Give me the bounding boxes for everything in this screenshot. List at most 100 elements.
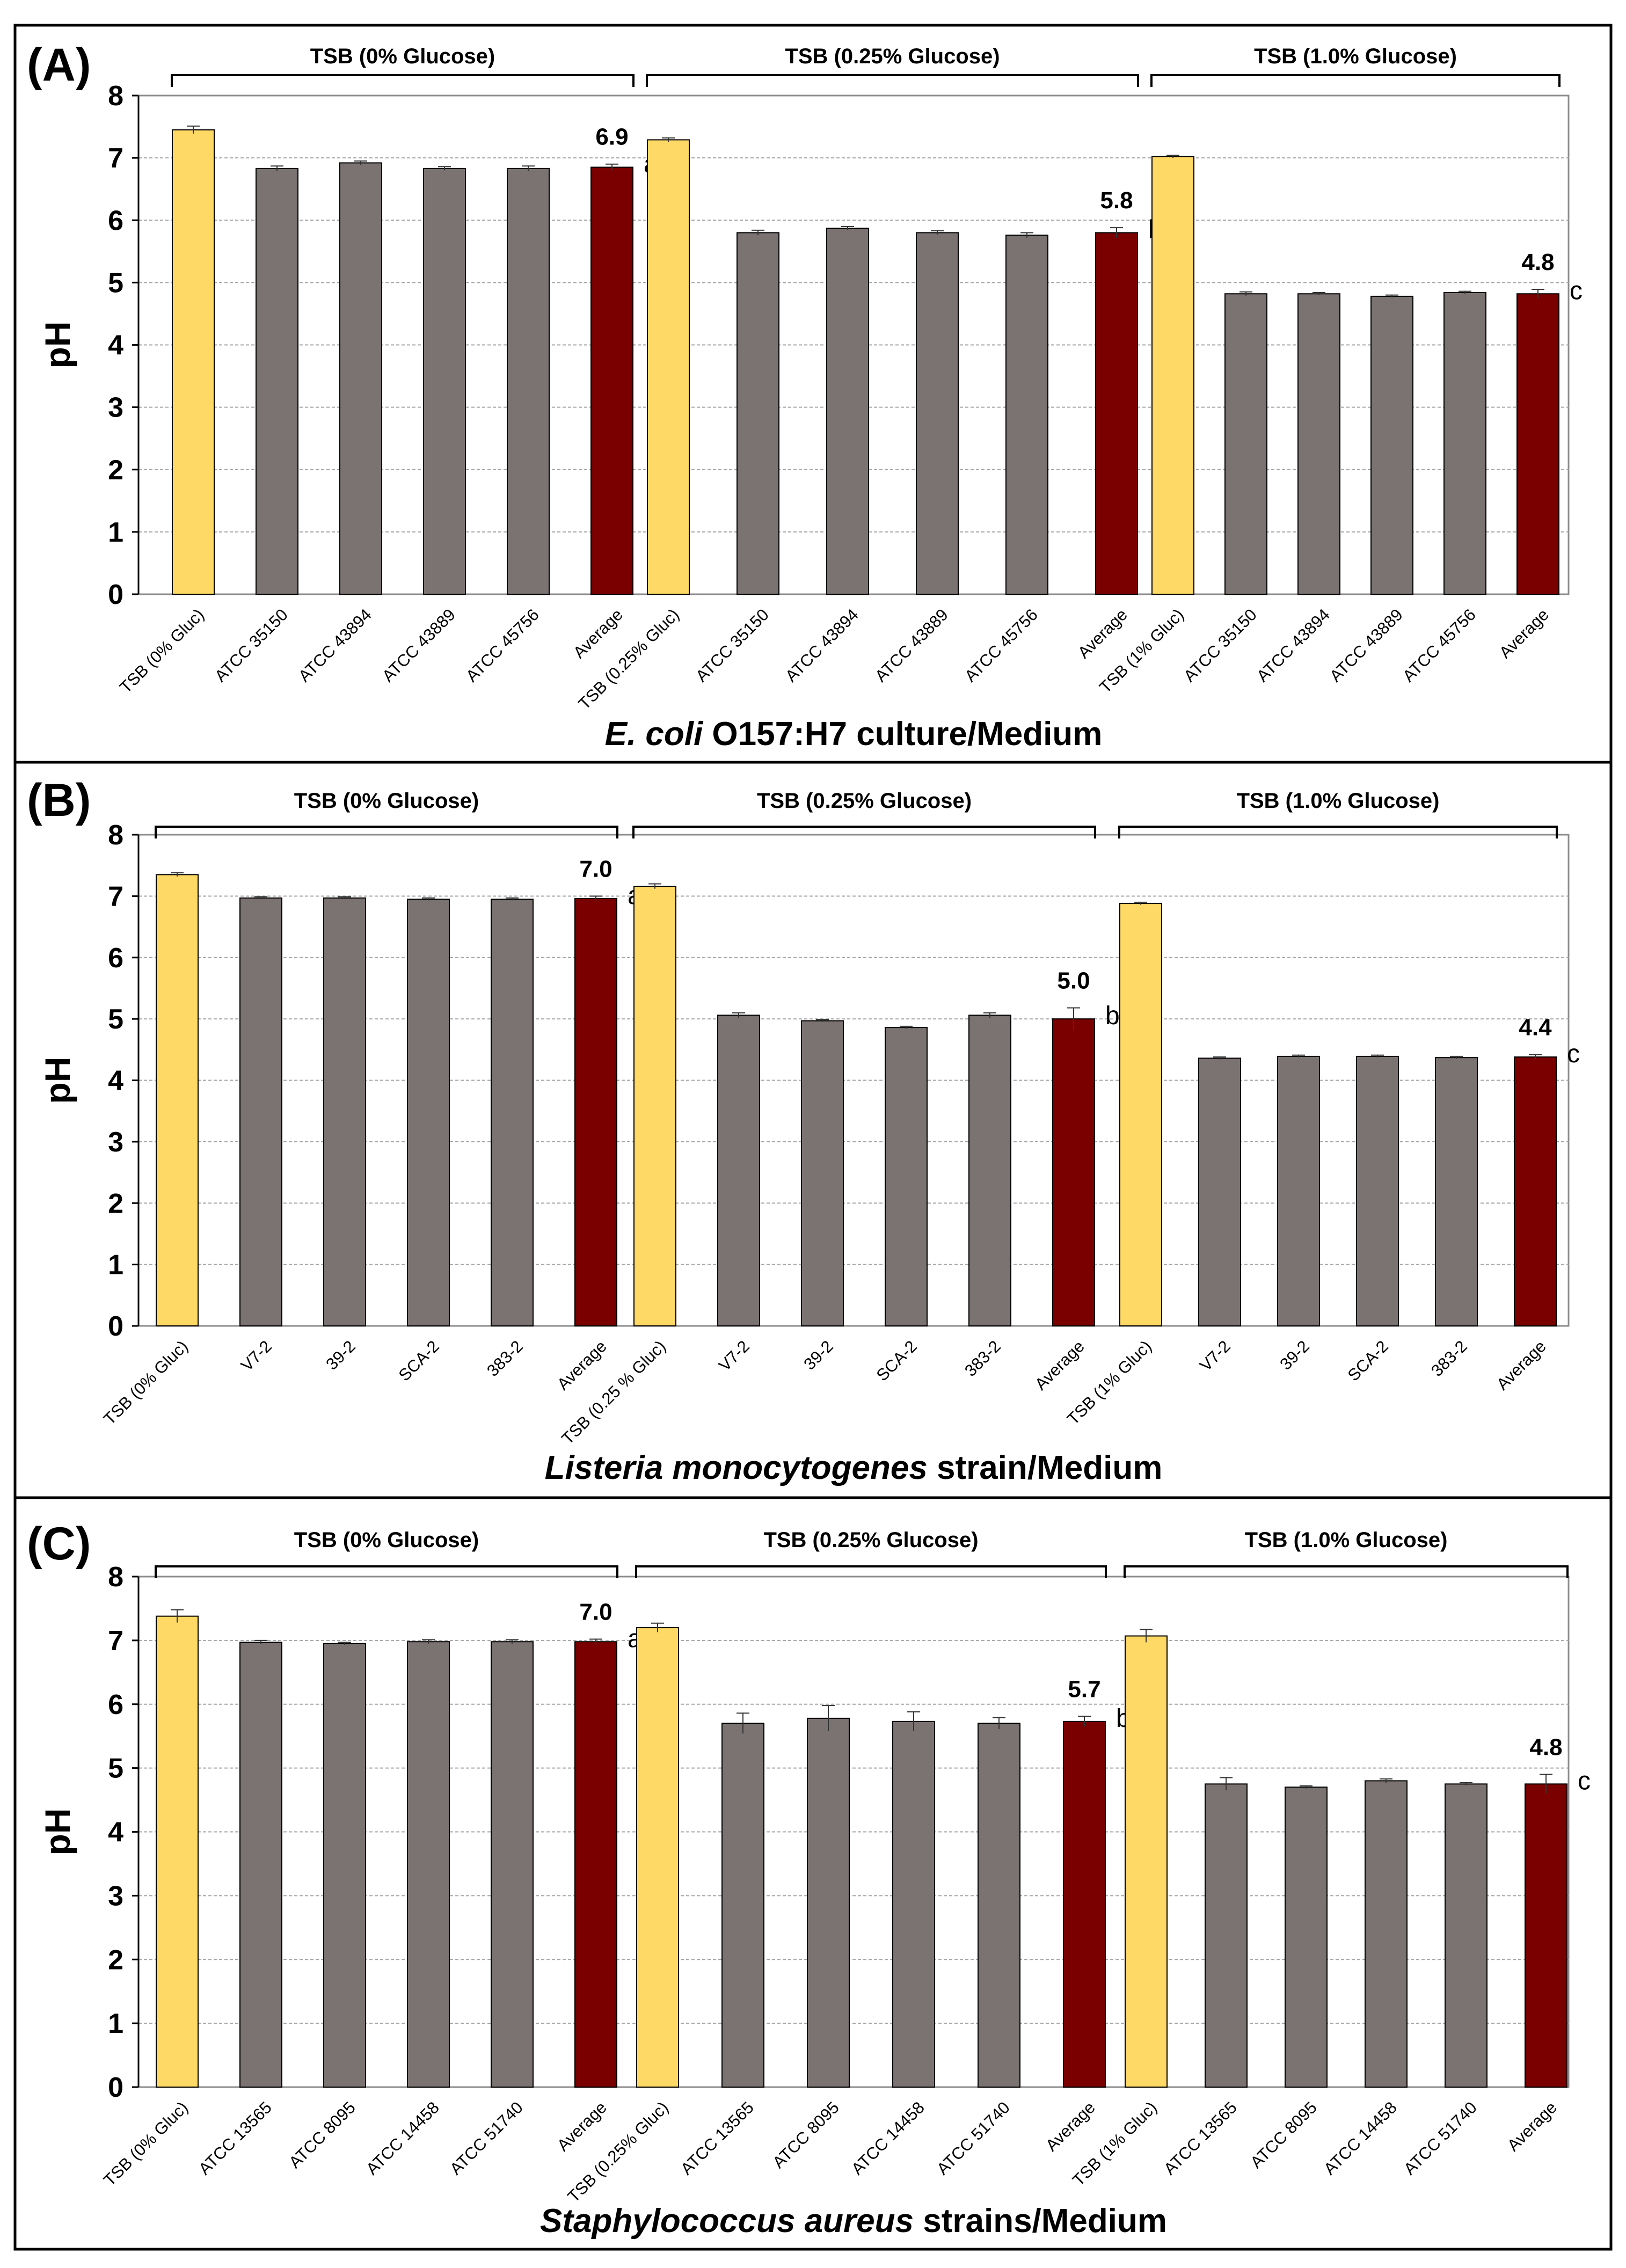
y-tick-label: 8 xyxy=(108,1562,123,1593)
bar-strain xyxy=(717,1015,760,1326)
average-value-label: 7.0 xyxy=(579,1599,612,1625)
panel-letter: (A) xyxy=(27,39,91,91)
x-tick-label: SCA-2 xyxy=(395,1337,443,1384)
bar-strain xyxy=(1356,1055,1399,1327)
y-tick-label: 7 xyxy=(108,143,123,174)
x-tick-label: SCA-2 xyxy=(1344,1337,1392,1384)
bar-strain xyxy=(892,1720,935,2088)
bar-strain xyxy=(1198,1058,1241,1326)
x-axis-title-italic: E. coli xyxy=(605,716,704,753)
x-tick-label: ATCC 45756 xyxy=(1399,605,1479,685)
bar-strain xyxy=(1297,293,1340,595)
group-label: TSB (1.0% Glucose) xyxy=(1254,45,1457,68)
y-tick-label: 4 xyxy=(108,330,123,361)
significance-letter: c xyxy=(1567,1040,1580,1068)
x-tick-label: 383-2 xyxy=(961,1337,1004,1380)
group-bracket xyxy=(155,826,618,838)
x-tick-label: ATCC 51740 xyxy=(446,2098,527,2178)
group-bracket xyxy=(1124,1565,1569,1578)
y-tick-label: 8 xyxy=(108,81,123,112)
x-tick-label: TSB (0% Gluc) xyxy=(116,605,208,697)
group-label: TSB (0% Glucose) xyxy=(310,45,495,68)
x-tick-label: ATCC 14458 xyxy=(848,2098,928,2178)
bar-strain xyxy=(407,1641,450,2088)
bar-strain xyxy=(978,1723,1020,2088)
figure-border xyxy=(13,24,1613,2251)
y-axis-label: pH xyxy=(38,322,77,369)
group-bracket xyxy=(1150,74,1561,87)
x-tick-label: ATCC 8095 xyxy=(285,2098,359,2172)
x-tick-label: ATCC 35150 xyxy=(1180,605,1260,685)
bar-strain xyxy=(323,1643,366,2088)
chart-panel-3: (C) 0 1 2 3 4 5 6 7 8 pH TSB (0% Glucose) TSB (0% Gl… xyxy=(27,1518,1591,2240)
y-tick-label: 4 xyxy=(108,1817,123,1848)
y-axis-label: pH xyxy=(38,1057,77,1104)
y-tick-label: 7 xyxy=(108,881,123,912)
group-label: TSB (0% Glucose) xyxy=(294,1528,479,1552)
group-bracket xyxy=(171,74,635,87)
y-tick-label: 2 xyxy=(108,455,123,486)
average-value-label: 4.4 xyxy=(1519,1014,1552,1040)
x-tick-label: TSB (0.25% Gluc) xyxy=(575,605,683,713)
x-tick-label: Average xyxy=(553,1337,610,1394)
y-tick-label: 3 xyxy=(108,1127,123,1158)
bar-strain xyxy=(423,167,466,595)
x-tick-label: ATCC 14458 xyxy=(362,2098,443,2178)
bar-strain xyxy=(737,232,779,595)
bar-average xyxy=(1514,1056,1557,1326)
group-bracket xyxy=(646,74,1139,87)
x-tick-label: ATCC 51740 xyxy=(933,2098,1013,2178)
x-tick-label: ATCC 45756 xyxy=(961,605,1041,685)
x-tick-label: ATCC 51740 xyxy=(1400,2098,1481,2178)
y-tick-label: 5 xyxy=(108,1004,123,1035)
bar-strain xyxy=(1285,1786,1328,2088)
significance-letter: c xyxy=(1578,1767,1591,1795)
group-bracket xyxy=(1118,826,1558,838)
x-tick-label: 39-2 xyxy=(322,1337,359,1374)
bar-control xyxy=(1125,1635,1168,2088)
panel-letter: (B) xyxy=(27,775,91,826)
bar-control xyxy=(633,886,676,1326)
y-tick-label: 4 xyxy=(108,1066,123,1097)
bar-average xyxy=(1095,232,1138,595)
x-axis-title: Listeria monocytogenes strain/Medium xyxy=(545,1449,1163,1486)
bar-control xyxy=(1119,903,1162,1326)
x-axis-title: E. coli O157:H7 culture/Medium xyxy=(605,716,1103,753)
y-tick-label: 6 xyxy=(108,1689,123,1720)
group-bracket xyxy=(632,826,1096,838)
y-tick-label: 2 xyxy=(108,1944,123,1975)
group-bracket xyxy=(155,1565,618,1578)
y-tick-label: 1 xyxy=(108,517,123,548)
x-tick-label: Average xyxy=(1504,2098,1561,2155)
bar-average xyxy=(1063,1720,1106,2088)
x-tick-label: V7-2 xyxy=(715,1337,753,1375)
significance-letter: b xyxy=(1105,1002,1120,1030)
chart-panel-1: (A) 0 1 2 3 4 5 6 7 8 pH TSB (0% Glucose) TSB (0% Gl… xyxy=(27,39,1583,753)
x-tick-label: ATCC 14458 xyxy=(1320,2098,1401,2178)
bar-control xyxy=(1151,156,1194,595)
y-tick-label: 6 xyxy=(108,205,123,236)
bar-strain xyxy=(1277,1055,1320,1327)
bar-strain xyxy=(807,1717,850,2088)
x-tick-label: TSB (0% Gluc) xyxy=(100,1337,192,1428)
y-tick-label: 0 xyxy=(108,579,123,610)
bar-strain xyxy=(721,1723,764,2088)
x-tick-label: Average xyxy=(1031,1337,1088,1394)
average-value-label: 6.9 xyxy=(595,124,628,150)
x-tick-label: ATCC 35150 xyxy=(211,605,291,685)
bar-strain xyxy=(339,162,382,595)
x-axis-title: Staphylococcus aureus strains/Medium xyxy=(540,2203,1167,2240)
bar-strain xyxy=(507,167,550,595)
average-value-label: 4.8 xyxy=(1529,1734,1562,1761)
x-tick-label: 39-2 xyxy=(1276,1337,1313,1374)
x-tick-label: Average xyxy=(1496,605,1552,662)
bar-strain xyxy=(1365,1780,1408,2088)
x-tick-label: ATCC 13565 xyxy=(677,2098,757,2178)
y-tick-label: 8 xyxy=(108,820,123,851)
bar-strain xyxy=(968,1015,1011,1326)
x-axis-title-rest: strains/Medium xyxy=(914,2203,1167,2240)
x-tick-label: ATCC 13565 xyxy=(1160,2098,1241,2178)
bar-strain xyxy=(407,899,450,1326)
x-axis-title-rest: O157:H7 culture/Medium xyxy=(703,716,1102,753)
x-tick-label: ATCC 13565 xyxy=(195,2098,275,2178)
